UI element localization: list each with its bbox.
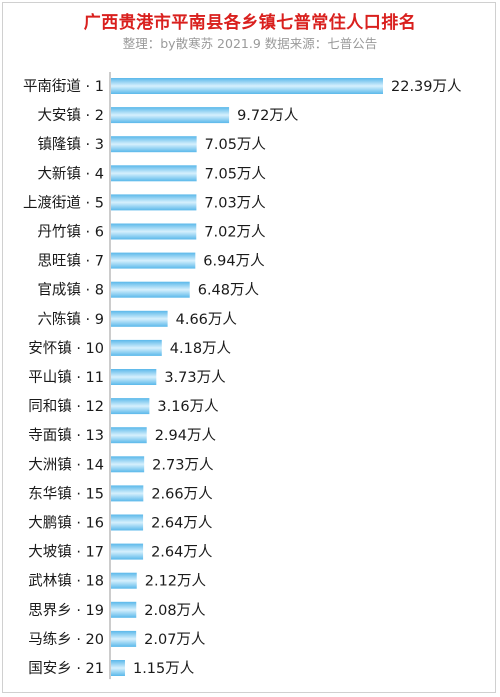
value-label: 4.18万人 [170,340,231,357]
chart-title: 广西贵港市平南县各乡镇七普常住人口排名 [83,13,417,33]
chart-subtitle: 整理：by散寒苏 2021.9 数据来源：七普公告 [122,36,378,51]
value-label: 2.07万人 [144,631,205,648]
chart-frame [2,2,496,693]
category-label: 思界乡 · 19 [28,602,104,619]
value-label: 3.73万人 [164,369,225,386]
category-label: 平山镇 · 11 [28,369,104,386]
category-label: 思旺镇 · 7 [37,253,104,270]
category-label: 武林镇 · 18 [28,573,104,590]
bar [111,369,157,385]
category-label: 丹竹镇 · 6 [37,224,104,241]
bar [111,427,147,444]
category-label: 国安乡 · 21 [28,660,104,677]
value-label: 2.94万人 [155,427,216,444]
category-label: 平南街道 · 1 [23,78,104,95]
category-label: 六陈镇 · 9 [37,310,104,328]
value-label: 2.64万人 [151,544,212,561]
category-label: 安怀镇 · 10 [28,340,104,357]
value-label: 2.64万人 [151,515,212,532]
value-label: 2.12万人 [145,573,206,590]
bar [111,572,137,589]
value-label: 4.66万人 [176,311,237,328]
bar [111,252,196,269]
bar [111,136,197,153]
category-label: 东华镇 · 15 [28,485,104,502]
value-label: 7.02万人 [204,224,265,241]
category-label: 大坡镇 · 17 [28,544,104,561]
category-label: 大鹏镇 · 16 [28,515,104,532]
value-label: 2.66万人 [151,485,212,502]
bar [111,543,144,560]
bar [111,281,190,298]
category-label: 上渡街道 · 5 [23,194,104,211]
value-label: 7.05万人 [205,165,266,182]
category-label: 寺面镇 · 13 [28,427,104,444]
bar [111,107,230,124]
value-label: 7.05万人 [205,136,266,153]
bar [111,165,197,182]
value-label: 1.15万人 [133,660,194,677]
value-label: 6.48万人 [198,282,259,299]
category-label: 大安镇 · 2 [37,107,104,124]
bar [111,630,137,647]
value-label: 22.39万人 [391,78,462,95]
bar [111,339,162,356]
value-label: 7.03万人 [204,194,265,211]
bar [111,398,150,415]
category-label: 官成镇 · 8 [37,282,104,299]
bar [111,456,145,473]
value-label: 6.94万人 [203,253,264,270]
bar [111,310,168,327]
category-label: 大新镇 · 4 [37,165,104,182]
category-label: 镇隆镇 · 3 [37,136,104,153]
bar [111,514,144,531]
category-label: 大洲镇 · 14 [28,456,104,473]
category-label: 同和镇 · 12 [28,398,104,415]
value-label: 9.72万人 [237,107,298,124]
bar [111,601,137,618]
bar [111,660,125,676]
value-label: 3.16万人 [157,398,218,415]
bar [111,78,383,94]
value-label: 2.73万人 [152,456,213,473]
bar [111,194,197,211]
value-label: 2.08万人 [144,602,205,619]
bar [111,223,197,240]
category-label: 马练乡 · 20 [28,631,104,648]
bar [111,485,144,502]
